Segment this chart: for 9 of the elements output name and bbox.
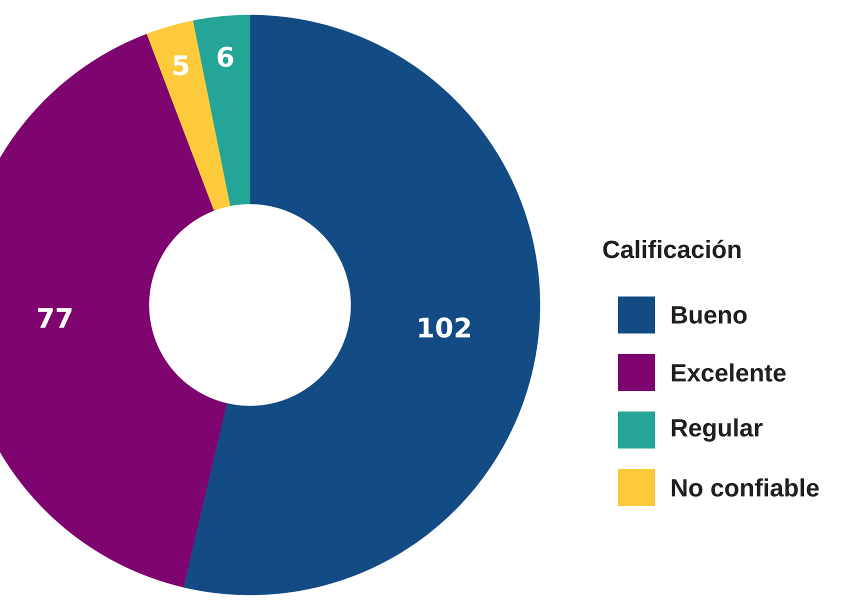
legend-title: Calificación [603,240,740,258]
legend-label: No confiable [672,478,819,497]
legend-label: Excelente [672,363,786,382]
legend-label: Regular [672,418,763,442]
data-label: 5 [174,55,188,76]
data-label: 102 [419,317,470,338]
data-label: 6 [218,46,234,67]
legend-label: Bueno [672,306,747,324]
data-label: 77 [38,308,72,328]
